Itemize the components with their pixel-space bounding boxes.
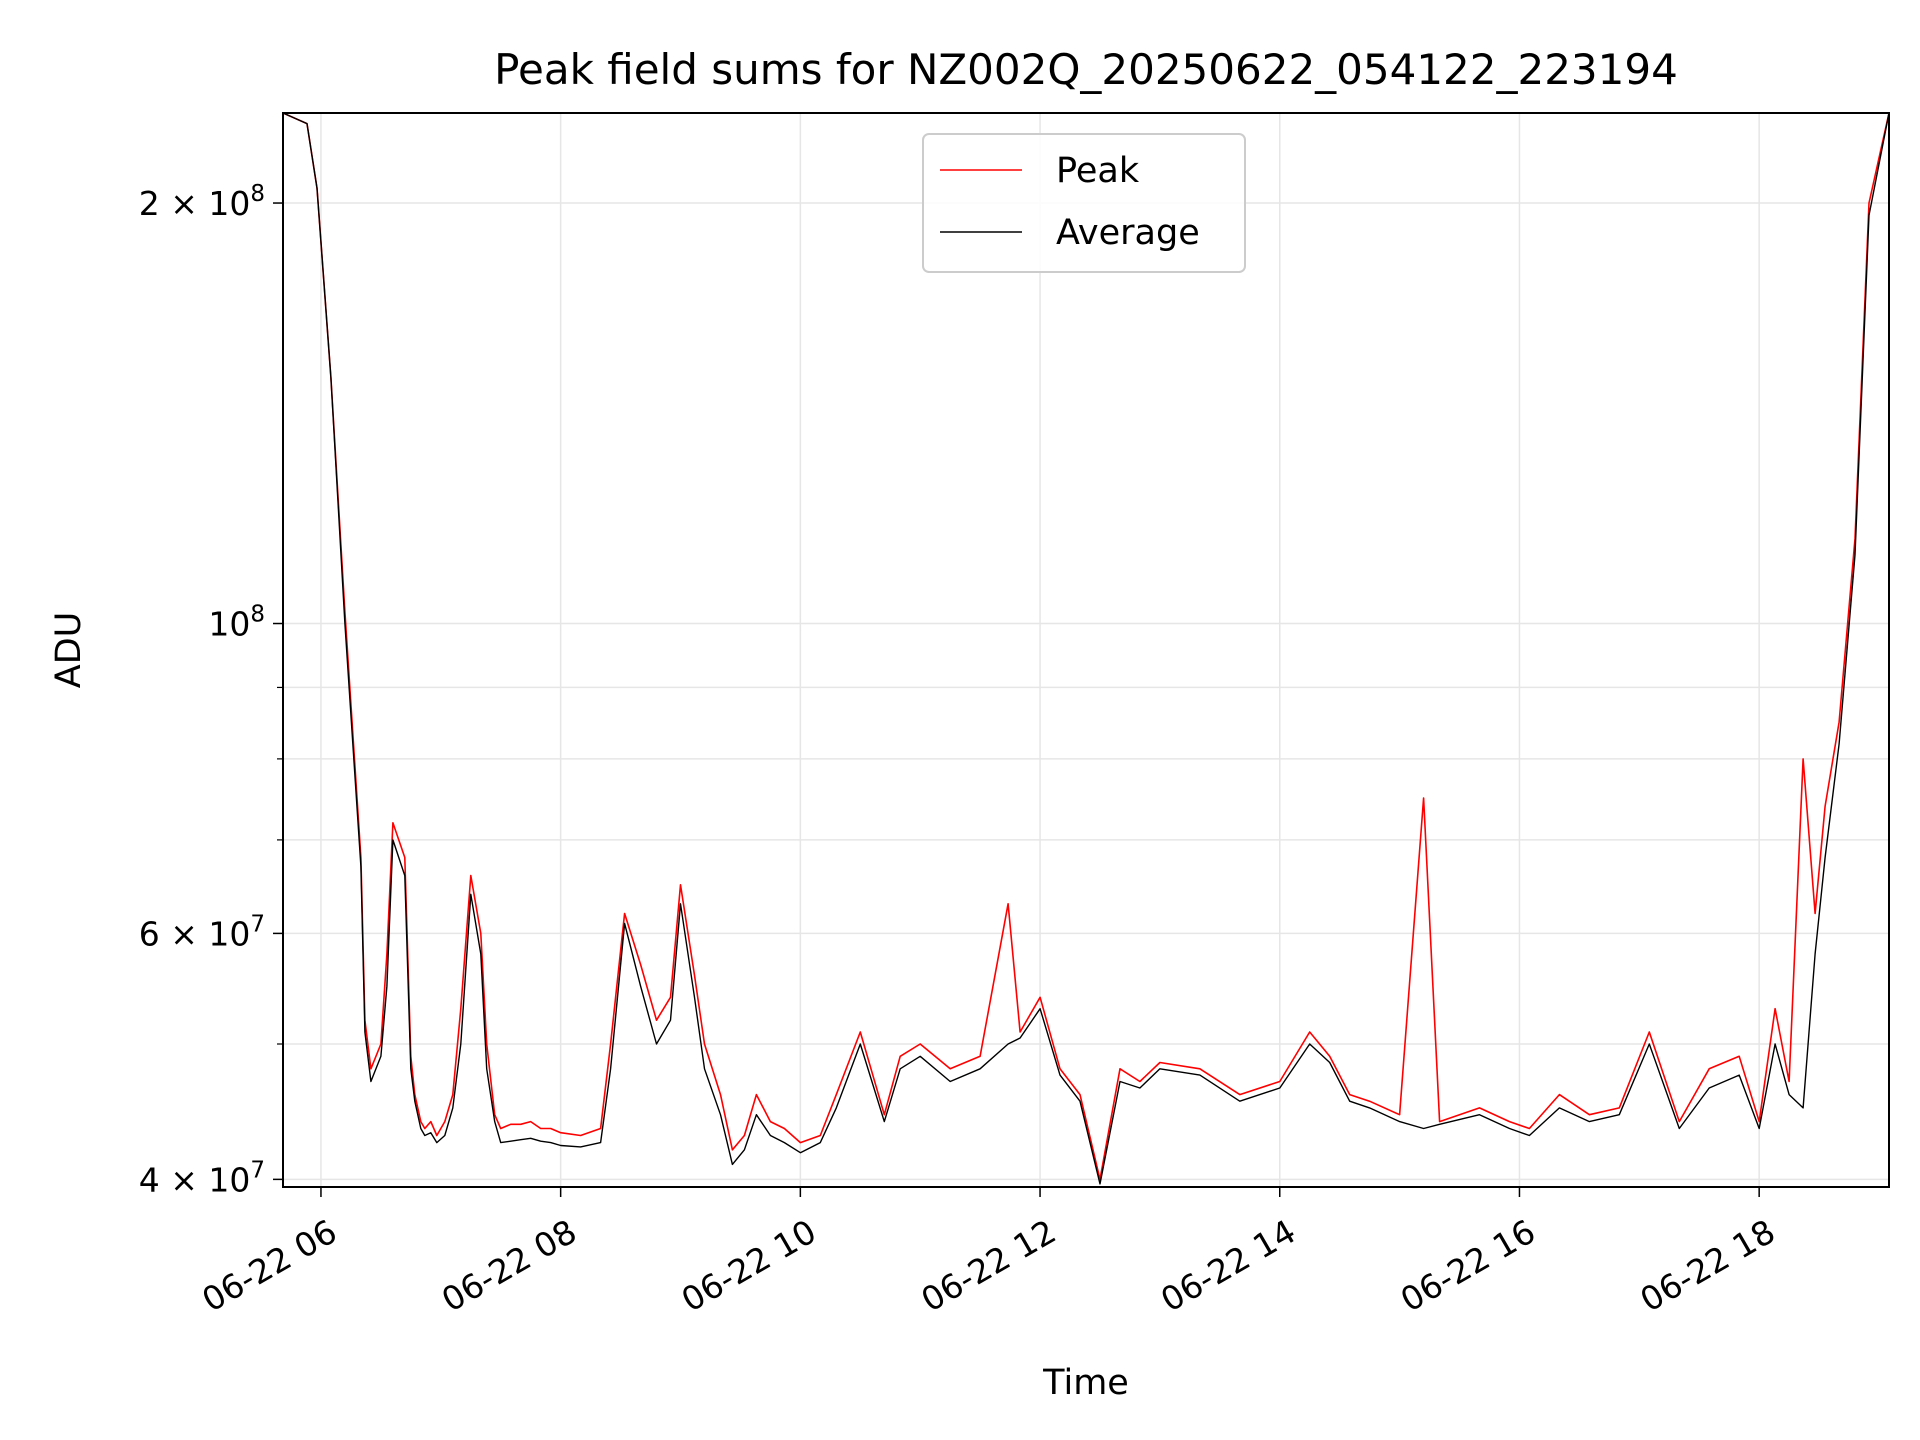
- y-tick-label: 2 × 108: [139, 181, 265, 223]
- legend-label-average: Average: [1056, 213, 1200, 253]
- plot-frame: [282, 112, 1890, 1188]
- y-axis-label: ADU: [49, 612, 89, 689]
- y-tick-label: 4 × 107: [139, 1157, 265, 1199]
- y-tick-label: 108: [208, 602, 265, 644]
- series-layer: [283, 113, 1889, 1185]
- legend: Peak Average: [922, 133, 1246, 273]
- x-axis-label: Time: [1042, 1363, 1129, 1403]
- series-line-average: [283, 113, 1889, 1185]
- legend-label-peak: Peak: [1056, 151, 1140, 191]
- chart-title: Peak field sums for NZ002Q_20250622_0541…: [494, 45, 1678, 94]
- legend-box: [922, 133, 1246, 273]
- y-tick-label: 6 × 107: [139, 911, 265, 953]
- series-line-peak: [283, 113, 1889, 1181]
- y-axis: 4 × 107 6 × 107 108 2 × 108: [139, 181, 283, 1199]
